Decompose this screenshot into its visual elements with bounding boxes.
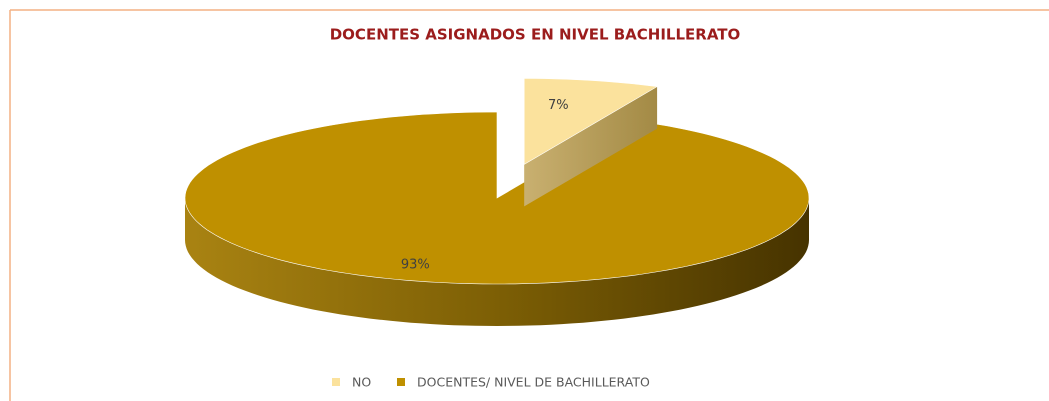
slice — [523, 78, 659, 165]
data-label: 93% — [401, 258, 430, 273]
chart-title: DOCENTES ASIGNADOS EN NIVEL BACHILLERATO — [330, 26, 741, 44]
legend-swatch — [397, 378, 405, 386]
slice-side — [185, 198, 809, 326]
legend-label: DOCENTES/ NIVEL DE BACHILLERATO — [417, 375, 650, 390]
legend-label: NO — [352, 375, 371, 390]
data-label: 7% — [548, 98, 569, 113]
slice-face — [524, 86, 658, 207]
slice — [184, 111, 810, 285]
legend-swatch — [332, 378, 340, 386]
